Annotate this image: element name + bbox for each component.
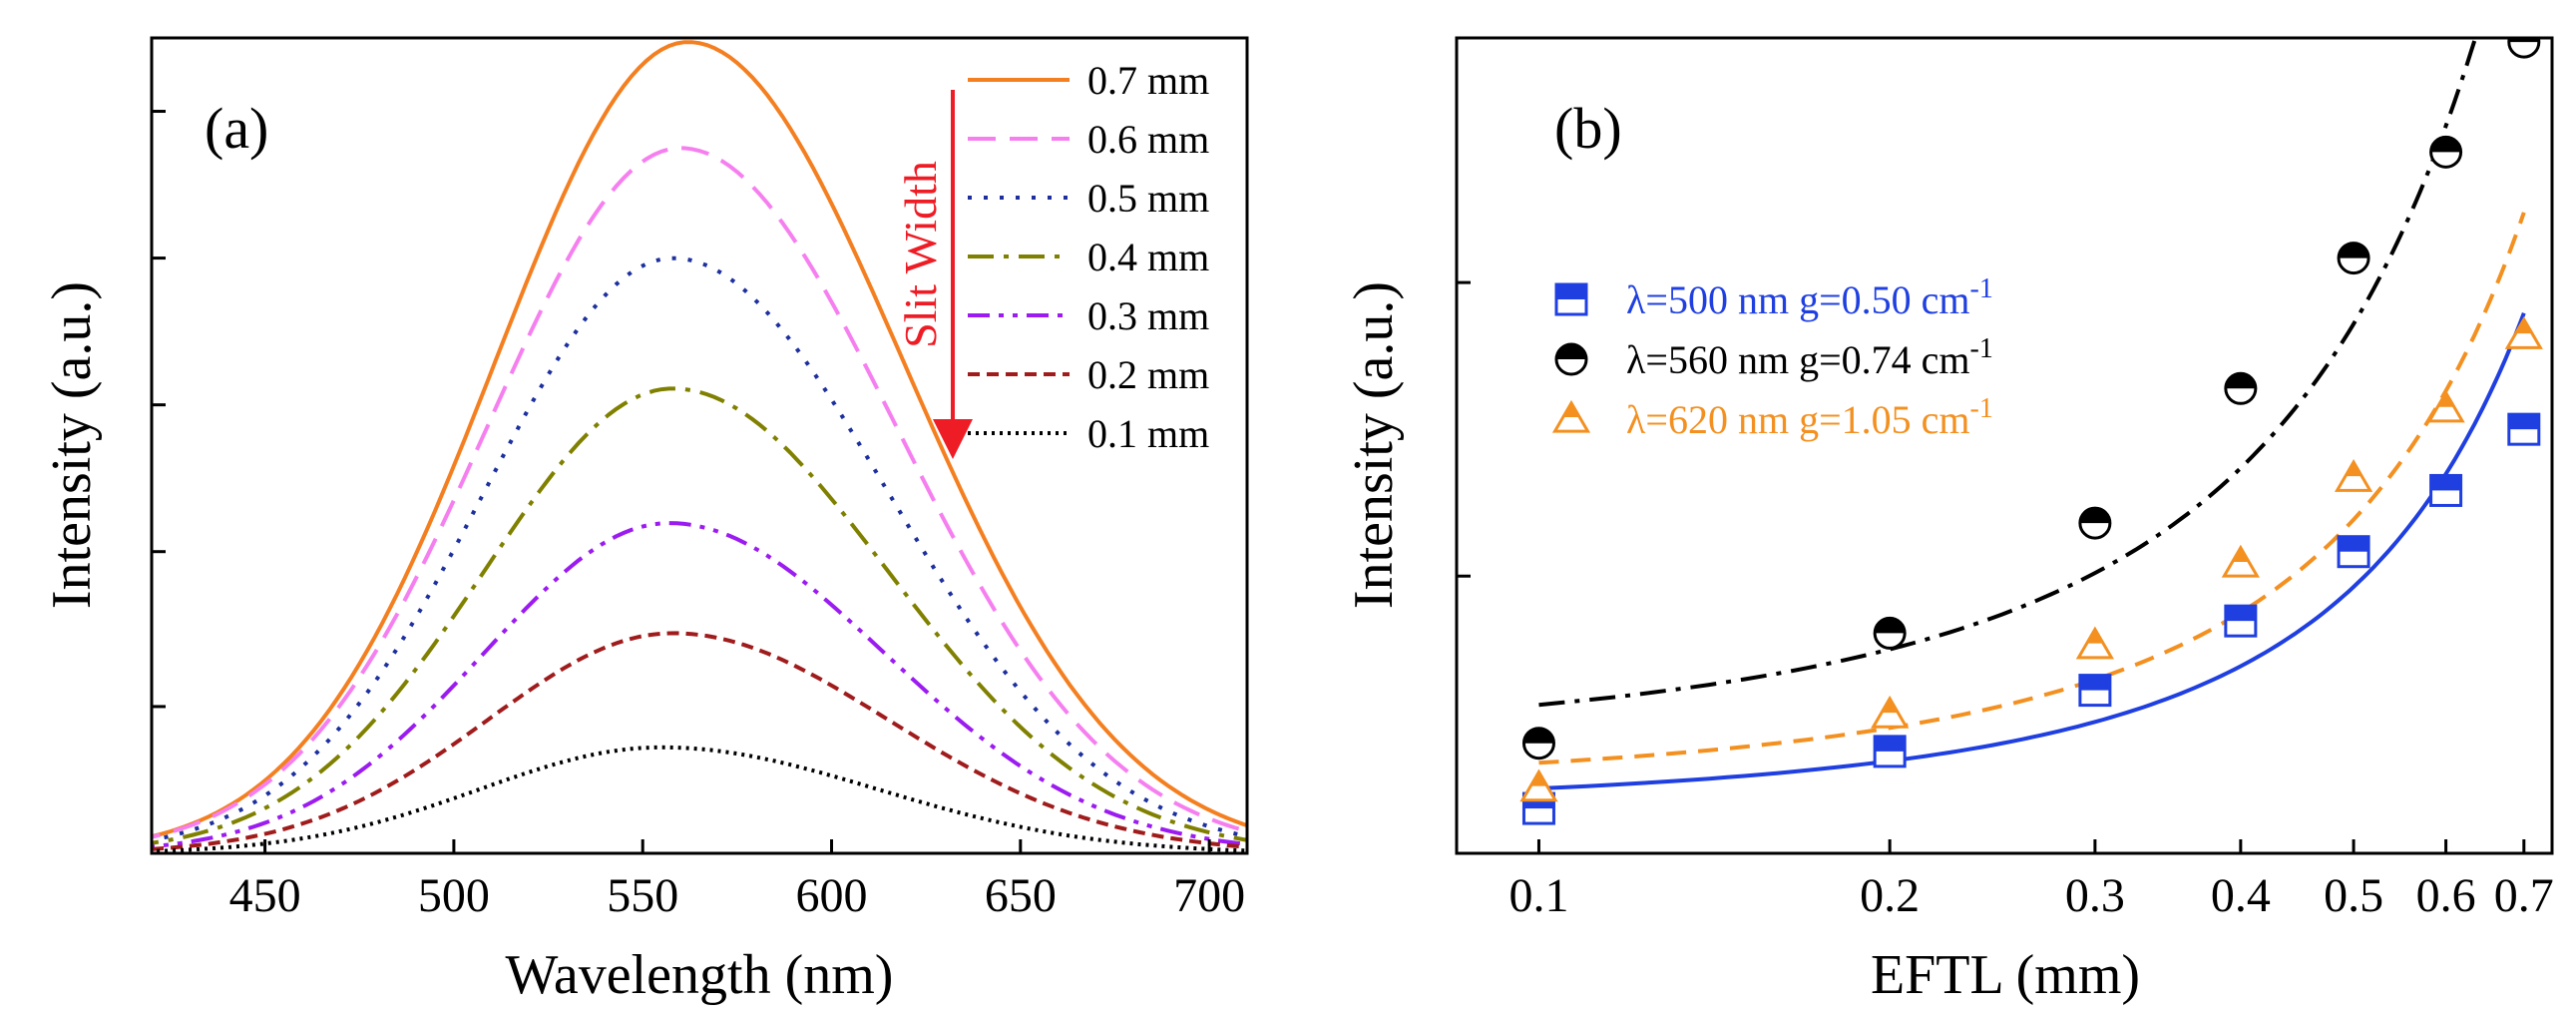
panel-b-label: (b) [1554, 96, 1622, 161]
x-tick-label: 0.5 [2324, 869, 2383, 922]
panel-b-tick-labels: 0.1 0.2 0.3 0.4 0.5 0.6 0.7 [1508, 869, 2553, 922]
panel-a-curves [152, 40, 1247, 853]
panel-b-legend: λ=500 nm g=0.50 cm-1 λ=560 nm g=0.74 cm-1… [1551, 273, 1993, 442]
x-tick-label: 0.3 [2065, 869, 2125, 922]
panel-a-label: (a) [205, 96, 268, 161]
spectrum-curve [152, 255, 1247, 842]
panel-b-y-axis-title: Intensity (a.u.) [1343, 281, 1405, 609]
fit-curve [1538, 38, 2478, 708]
x-tick-label: 0.2 [1860, 869, 1920, 922]
data-marker [2426, 389, 2465, 423]
spectrum-curve [152, 745, 1247, 853]
data-marker [1521, 727, 1555, 761]
spectrum-curve [152, 631, 1247, 851]
panel-b-frame [1455, 36, 2554, 855]
data-marker [2334, 458, 2373, 492]
fit-curve [1538, 311, 2526, 790]
x-tick-label: 500 [418, 869, 490, 922]
spectrum-curve [152, 40, 1247, 839]
data-marker [1551, 399, 1591, 433]
legend-label: 0.1 mm [1087, 411, 1209, 456]
data-marker [1873, 735, 1907, 768]
x-tick-label: 0.7 [2494, 869, 2554, 922]
legend-unit-exponent: -1 [1970, 273, 1993, 304]
data-marker [1871, 695, 1910, 729]
panel-a-legend-title: Slit Width [895, 161, 946, 348]
data-marker [2078, 674, 2112, 708]
panel-b-x-axis-title: EFTL (mm) [1871, 944, 2140, 1006]
data-marker [2224, 604, 2258, 638]
panel-a-x-axis-title: Wavelength (nm) [506, 944, 894, 1006]
data-marker [2337, 242, 2370, 275]
x-tick-label: 0.1 [1508, 869, 1568, 922]
legend-label: 0.5 mm [1087, 176, 1209, 221]
panel-a-legend: 0.7 mm 0.6 mm 0.5 mm 0.4 mm 0.3 mm 0.2 mm 0.1 … [968, 58, 1209, 456]
x-tick-label: 0.6 [2416, 869, 2476, 922]
data-marker [2507, 412, 2541, 446]
data-marker [1554, 342, 1588, 376]
spectrum-curve [152, 386, 1247, 845]
panel-a: 450 500 550 600 650 700 (a) Wavelength (nm) I… [41, 36, 1249, 1006]
panel-a-tick-labels: 450 500 550 600 650 700 [229, 869, 1246, 922]
data-marker [2429, 473, 2463, 507]
panel-b-plot [1519, 38, 2543, 825]
data-marker [2507, 38, 2541, 59]
legend-unit-exponent: -1 [1970, 333, 1993, 364]
data-marker [1519, 768, 1558, 802]
data-marker [2337, 535, 2370, 569]
data-marker [1554, 282, 1588, 316]
x-tick-label: 700 [1173, 869, 1245, 922]
data-marker [1873, 616, 1907, 650]
spectrum-curve [152, 146, 1247, 839]
data-marker [2075, 626, 2114, 660]
x-tick-label: 0.4 [2211, 869, 2271, 922]
legend-label: λ=500 nm g=0.50 cm-1 [1626, 273, 1993, 322]
data-marker [2429, 135, 2463, 169]
data-marker [2504, 316, 2543, 349]
legend-label: λ=560 nm g=0.74 cm-1 [1626, 333, 1993, 382]
data-marker [2224, 371, 2258, 405]
panel-a-frame [150, 36, 1249, 855]
panel-b: 0.1 0.2 0.3 0.4 0.5 0.6 0.7 (b) EFTL (mm) Inte… [1343, 36, 2554, 1006]
legend-label: λ=620 nm g=1.05 cm-1 [1626, 393, 1993, 442]
x-tick-label: 550 [607, 869, 678, 922]
panel-a-y-axis-title: Intensity (a.u.) [41, 281, 103, 609]
panel-a-ticks [152, 110, 1211, 853]
spectrum-curve [152, 521, 1247, 849]
x-tick-label: 450 [229, 869, 301, 922]
legend-label: 0.4 mm [1087, 235, 1209, 279]
legend-label: 0.6 mm [1087, 117, 1209, 162]
data-marker [2078, 506, 2112, 540]
legend-label: 0.2 mm [1087, 352, 1209, 397]
legend-label: 0.3 mm [1087, 293, 1209, 338]
legend-label: 0.7 mm [1087, 58, 1209, 103]
x-tick-label: 650 [985, 869, 1057, 922]
panel-b-ticks [1457, 280, 2526, 853]
legend-unit-exponent: -1 [1970, 393, 1993, 424]
data-marker [2221, 544, 2260, 578]
x-tick-label: 600 [796, 869, 868, 922]
